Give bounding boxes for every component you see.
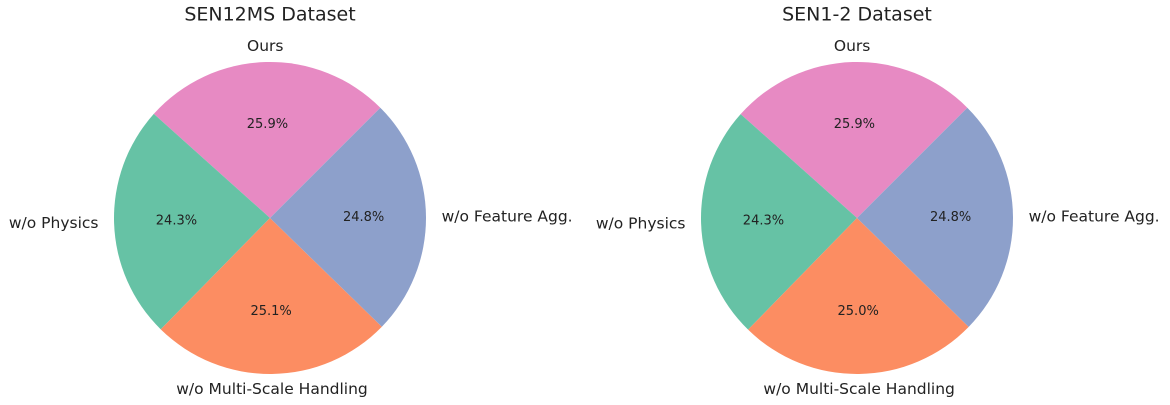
- category-label: w/o Physics: [596, 214, 686, 232]
- category-label: w/o Feature Agg.: [1029, 207, 1160, 225]
- pie-slice: [748, 218, 969, 375]
- value-label: 25.9%: [834, 117, 875, 132]
- value-label: 25.1%: [250, 304, 291, 319]
- value-label: 24.3%: [743, 214, 784, 229]
- pie-slice: [701, 114, 857, 330]
- pie-slice: [160, 218, 382, 375]
- value-label: 24.8%: [930, 210, 971, 225]
- pie-slice: [153, 62, 381, 219]
- pie-slice: [114, 113, 271, 330]
- value-label: 25.0%: [838, 304, 879, 319]
- pie-slice: [270, 107, 426, 327]
- category-label: w/o Multi-Scale Handling: [176, 380, 368, 398]
- category-label: Ours: [247, 37, 283, 55]
- chart-title: SEN12MS Dataset: [184, 4, 355, 26]
- category-label: w/o Feature Agg.: [442, 207, 573, 225]
- category-label: Ours: [834, 37, 870, 55]
- category-label: w/o Multi-Scale Handling: [763, 380, 955, 398]
- category-label: w/o Physics: [9, 214, 99, 232]
- pie-slice: [740, 62, 968, 218]
- pie-slice: [857, 107, 1013, 327]
- value-label: 25.9%: [247, 117, 288, 132]
- value-label: 24.8%: [343, 210, 384, 225]
- value-label: 24.3%: [156, 214, 197, 229]
- chart-title: SEN1-2 Dataset: [782, 4, 932, 26]
